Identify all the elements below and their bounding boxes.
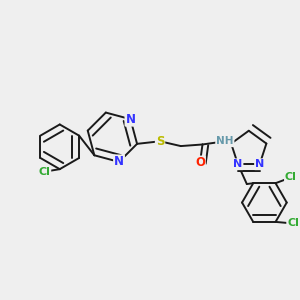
Text: N: N xyxy=(233,159,242,169)
Text: N: N xyxy=(114,155,124,168)
Text: Cl: Cl xyxy=(38,167,50,177)
Text: N: N xyxy=(125,113,136,126)
Text: S: S xyxy=(156,135,164,148)
Text: NH: NH xyxy=(216,136,234,146)
Text: Cl: Cl xyxy=(287,218,299,229)
Text: Cl: Cl xyxy=(285,172,297,182)
Text: O: O xyxy=(195,157,205,169)
Text: N: N xyxy=(255,159,264,169)
